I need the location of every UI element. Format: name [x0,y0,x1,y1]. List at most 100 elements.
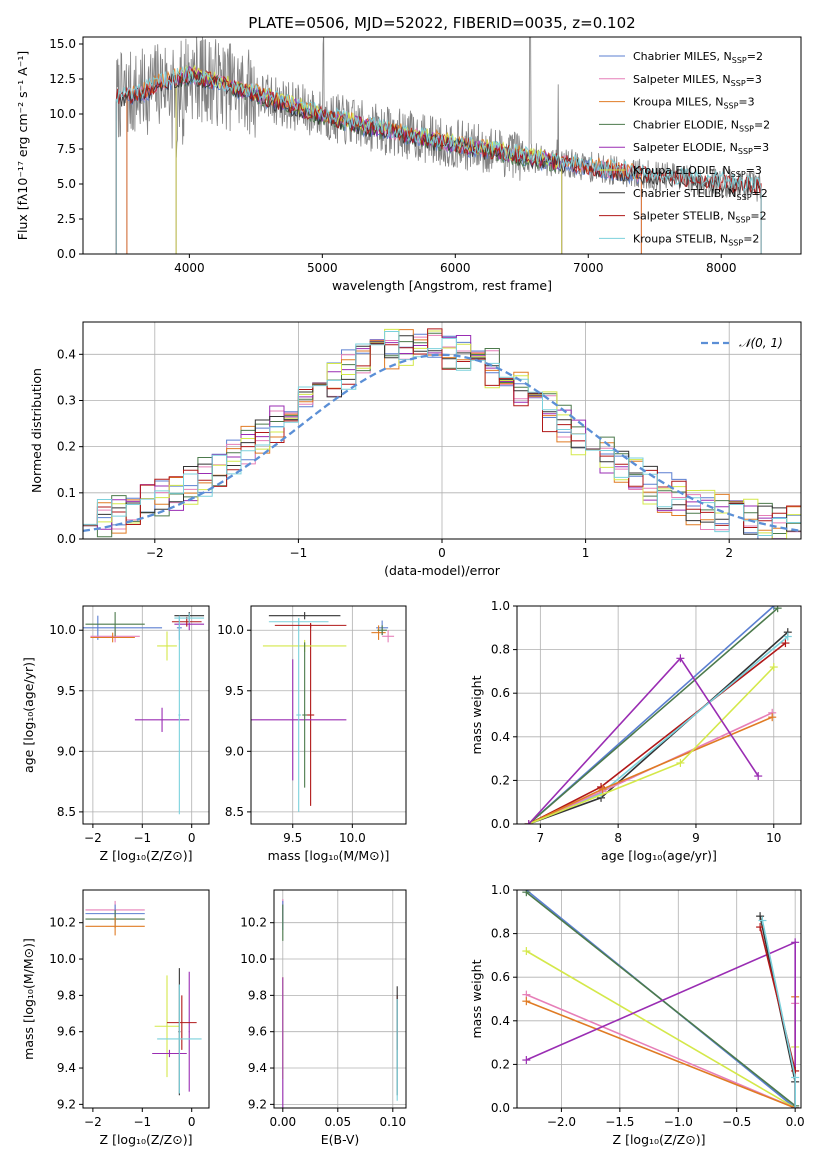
age-vs-metallicity-panel: −2 −1 0 8.5 9.0 9.5 10.0 Z [log₁₀(Z/Z⊙)] age [lo… [21,605,210,863]
legend-entry: 𝒩(0, 1) [739,336,783,350]
axes-frame [516,605,802,825]
y-tick-label: 10.0 [49,107,76,121]
y-tick-label: 0.0 [491,1101,510,1115]
y-tick-label: 9.2 [57,1097,76,1111]
x-axis-label: E(B-V) [321,1132,360,1147]
y-tick-label: 9.8 [248,988,267,1002]
y-tick-label: 0.2 [57,440,76,454]
y-axis-label: Normed distribution [29,368,44,493]
y-tick-label: 10.2 [49,916,76,930]
x-axis-label: Z [log₁₀(Z/Z⊙)] [100,848,193,863]
axes: 9.5 10.0 8.5 9.0 9.5 10.0 mass [log₁₀(M/M⊙)] [217,605,407,863]
x-axis-label: Z [log₁₀(Z/Z⊙)] [613,1132,706,1147]
x-tick-label: 9.5 [283,831,302,845]
axes-frame [82,36,802,255]
x-axis-label: (data-model)/error [384,563,501,578]
axes: −2 −1 0 9.2 9.4 9.6 9.8 10.0 10.2 Z [log₁₀(Z/Z⊙)]… [21,889,210,1147]
x-tick-label: −0.5 [722,1115,751,1129]
y-axis-label: mass weight [469,675,484,754]
y-tick-label: 9.2 [248,1097,267,1111]
mass-weight-marker [676,758,685,767]
y-tick-label: 9.5 [57,684,76,698]
error-bar-point [377,625,387,636]
normal-distribution-curve [83,353,801,533]
y-tick-label: 0.6 [491,686,510,700]
x-tick-label: 0.05 [324,1115,351,1129]
y-tick-label: 0.6 [491,970,510,984]
y-tick-label: 15.0 [49,37,76,51]
x-axis-label: mass [log₁₀(M/M⊙)] [268,848,390,863]
x-tick-label: 0.00 [269,1115,296,1129]
x-tick-label: 1 [582,546,590,560]
mass-weight-marker [769,663,778,672]
plot-area [282,899,398,1108]
legend-entry: Kroupa STELIB, NSSP=2 [633,232,759,247]
error-bar-point [90,632,135,643]
y-tick-label: 10.2 [240,916,267,930]
axes-frame [250,605,407,825]
y-tick-label: 9.0 [57,744,76,758]
y-tick-label: 0.2 [491,1057,510,1071]
x-tick-label: −1.5 [605,1115,634,1129]
y-tick-label: 10.0 [240,952,267,966]
x-tick-label: 0 [188,831,196,845]
x-tick-label: 6000 [440,261,471,275]
error-bar-point [382,630,395,643]
x-tick-label: 7000 [573,261,604,275]
error-bar-point [371,625,386,640]
axes: −2 −1 0 8.5 9.0 9.5 10.0 Z [log₁₀(Z/Z⊙)] age [lo… [21,605,210,863]
error-bar-point [157,631,177,661]
x-axis-label: age [log₁₀(age/yr)] [601,848,717,863]
x-tick-label: 10 [766,831,781,845]
mass-weight-marker [758,916,767,925]
residuals-panel: −2 −1 0 1 2 0.0 0.1 0.2 0.3 0.4 (data-model)/error… [29,321,802,578]
y-tick-label: 0.1 [57,486,76,500]
error-bar-point [167,995,197,1050]
plot-area [251,612,395,812]
y-tick-label: 0.3 [57,393,76,407]
mass-weight-line [759,926,796,1108]
legend-entry: Kroupa ELODIE, NSSP=3 [633,164,762,179]
axes-frame [273,889,407,1109]
y-tick-label: 9.5 [225,684,244,698]
y-tick-label: 0.4 [57,347,76,361]
y-axis-label: mass [log₁₀(M/M⊙)] [21,938,36,1060]
y-tick-label: 12.5 [49,72,76,86]
y-tick-label: 5.0 [57,177,76,191]
mass-weight-line [526,996,796,1108]
error-bar-point [188,971,190,1092]
y-tick-label: 0.8 [491,927,510,941]
plot-area [83,612,205,815]
legend-entry: Salpeter MILES, NSSP=3 [633,73,762,88]
error-bar-point [152,1049,187,1058]
error-bar-point [154,975,180,1078]
error-bar-point [268,612,341,620]
error-bar-point [296,618,302,812]
mass-weight-marker [791,938,800,947]
error-bar-point [85,612,145,637]
axes: −2.0 −1.5 −1.0 −0.5 0.0 0.0 0.2 0.4 0.6 0.8 1.0 Z [… [469,883,805,1147]
x-tick-label: −1 [133,831,151,845]
x-tick-label: 0 [188,1115,196,1129]
model-spectrum-line [115,65,762,254]
axes: 4000 5000 6000 7000 8000 0.0 2.5 5.0 7.5 10.0 12.5… [15,36,802,293]
y-tick-label: 8.5 [225,805,244,819]
weight-vs-metallicity-panel: −2.0 −1.5 −1.0 −0.5 0.0 0.0 0.2 0.4 0.6 0.8 1.0 Z [… [469,883,805,1147]
x-tick-label: 0.0 [786,1115,805,1129]
y-tick-label: 10.0 [49,623,76,637]
mass-weight-marker [598,785,607,794]
mass-weight-marker [522,997,531,1006]
mass-weight-line [525,993,796,1108]
y-tick-label: 1.0 [491,883,510,897]
error-bar-point [307,624,315,806]
spectrum-panel: 4000 5000 6000 7000 8000 0.0 2.5 5.0 7.5 10.0 12.5… [15,36,802,293]
plot-area [83,328,801,539]
y-tick-label: 0.0 [491,817,510,831]
y-tick-label: 0.8 [491,643,510,657]
mass-weight-marker [756,923,765,932]
residuals-legend: 𝒩(0, 1) [701,336,783,350]
x-tick-label: 2 [725,546,733,560]
x-tick-label: −1 [133,1115,151,1129]
mass-weight-marker [791,1104,800,1108]
x-tick-label: 8 [614,831,622,845]
